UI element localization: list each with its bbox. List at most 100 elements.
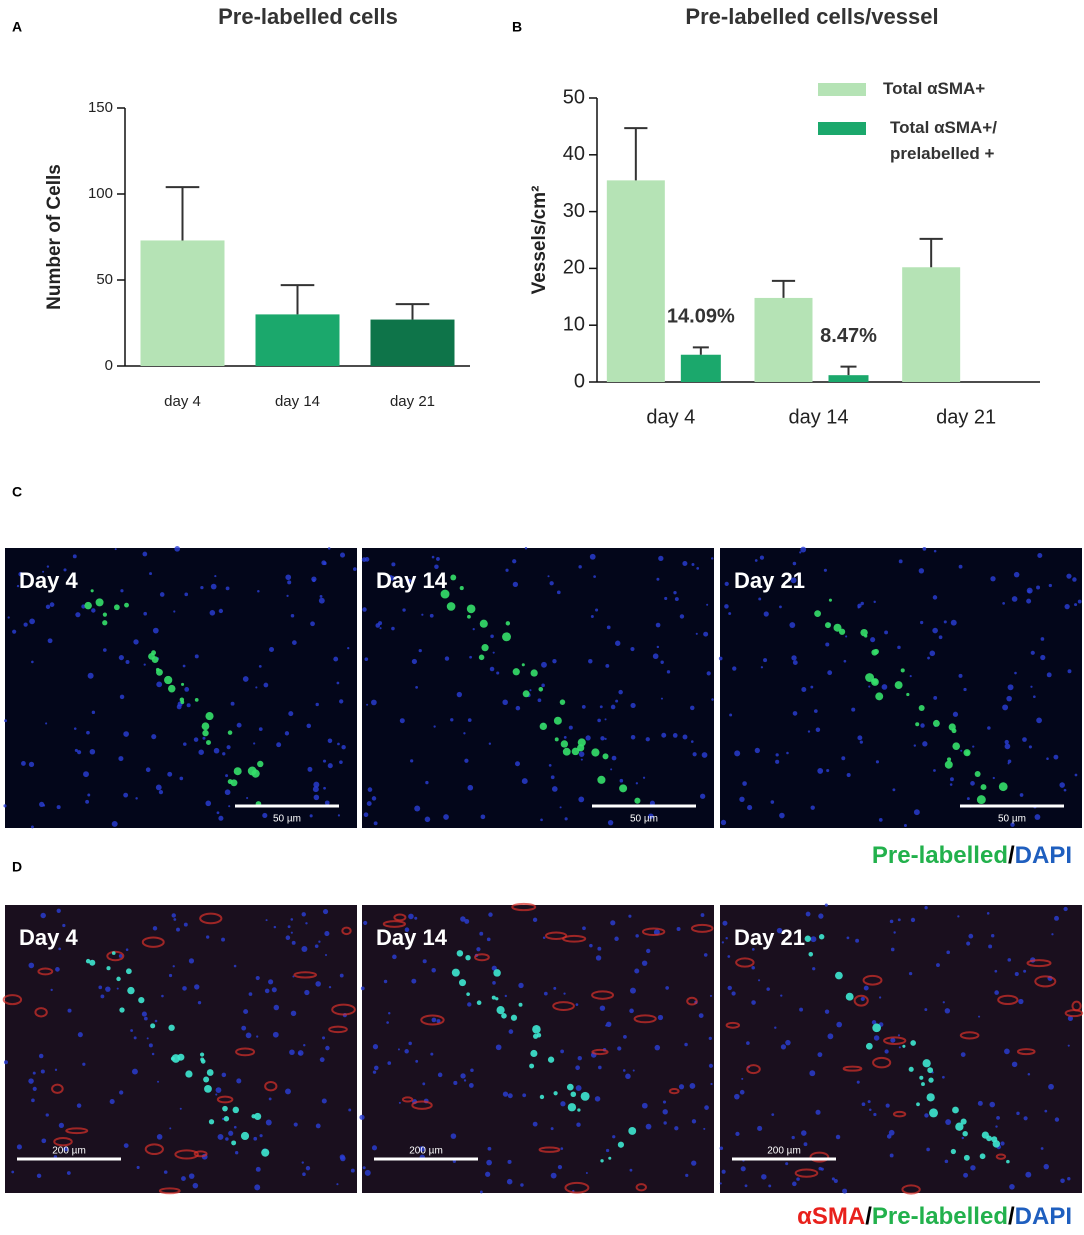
bar [828,375,869,382]
nucleus [452,1159,456,1163]
nucleus [118,655,124,661]
nucleus [313,794,320,801]
nucleus [321,560,327,566]
nucleus [656,645,660,649]
nucleus [149,572,153,576]
smooth-muscle [862,974,883,986]
nucleus [547,575,550,578]
labelled-cell [532,1025,541,1034]
nucleus [192,1182,199,1189]
labelled-cell [617,1141,625,1148]
nucleus [944,1008,951,1014]
nucleus [291,940,296,945]
nucleus [933,769,936,772]
nucleus [151,734,157,740]
nucleus [827,1033,834,1040]
nucleus [796,1177,800,1181]
nucleus [550,1127,554,1131]
labelled-cell [835,971,843,980]
nucleus [970,781,975,786]
nucleus [597,946,602,951]
nucleus [560,1049,565,1054]
nucleus [225,1137,229,1141]
nucleus [774,1026,777,1029]
nucleus [604,718,607,721]
nucleus [553,986,557,990]
nucleus [422,1082,426,1086]
labelled-cell [530,1049,538,1058]
nucleus [945,1119,952,1125]
nucleus [100,994,105,999]
nucleus [125,948,129,951]
nucleus [515,761,520,767]
nucleus [727,955,731,958]
labelled-cell [902,1044,906,1048]
labelled-cell [502,632,511,642]
smooth-muscle [141,936,165,948]
labelled-cell [916,1102,920,1107]
nucleus [731,991,736,996]
nucleus [568,725,573,730]
labelled-cell [257,760,264,768]
nucleus [780,1044,787,1050]
nucleus [287,580,292,585]
nucleus [225,774,229,778]
x-tick-label: day 4 [646,406,695,428]
nucleus [1016,1111,1020,1116]
nucleus [339,1154,345,1160]
nucleus [641,1102,648,1109]
nucleus [125,659,130,664]
nucleus [842,1188,848,1194]
nucleus [607,819,614,826]
nucleus [1011,1061,1018,1068]
nucleus [431,967,436,973]
labelled-cell [127,986,135,995]
nucleus [812,967,816,971]
smooth-muscle [106,950,125,962]
labelled-cell [171,1054,181,1063]
labelled-cell [927,1067,934,1074]
smooth-muscle [235,1047,256,1057]
nucleus [268,979,274,985]
panel-label: C [12,484,22,500]
nucleus [286,594,289,598]
nucleus [825,642,830,647]
labelled-cell [119,1007,125,1013]
nucleus [703,631,709,637]
nucleus [228,1130,234,1136]
nucleus [408,1041,412,1046]
nucleus [109,1099,115,1105]
nucleus [154,1019,158,1023]
nucleus [213,747,220,754]
labelled-cell [227,730,233,735]
nucleus [310,621,315,627]
nucleus [404,927,410,932]
nucleus [890,947,895,952]
nucleus [1067,1044,1070,1047]
scale-bar-label: 50 µm [273,814,301,825]
nucleus [470,1068,474,1073]
nucleus [141,1011,147,1017]
labelled-cell [529,1063,535,1069]
nucleus [735,1131,740,1137]
nucleus [710,557,714,560]
error-bar [771,279,796,298]
nucleus [870,637,876,643]
nucleus [776,927,783,934]
nucleus [564,817,568,821]
nucleus [216,811,220,815]
nucleus [133,1036,137,1040]
nucleus [867,1100,871,1104]
nucleus [269,646,275,652]
labelled-cell [567,1083,574,1091]
nucleus [556,590,561,595]
nucleus [801,686,807,692]
smooth-muscle [328,1025,348,1034]
nucleus [218,815,224,821]
nucleus [32,1071,36,1075]
image-label: Day 4 [19,925,78,950]
nucleus [1074,603,1078,607]
nucleus [1011,596,1018,602]
labelled-cell [254,1112,262,1120]
smooth-muscle [564,1181,590,1194]
